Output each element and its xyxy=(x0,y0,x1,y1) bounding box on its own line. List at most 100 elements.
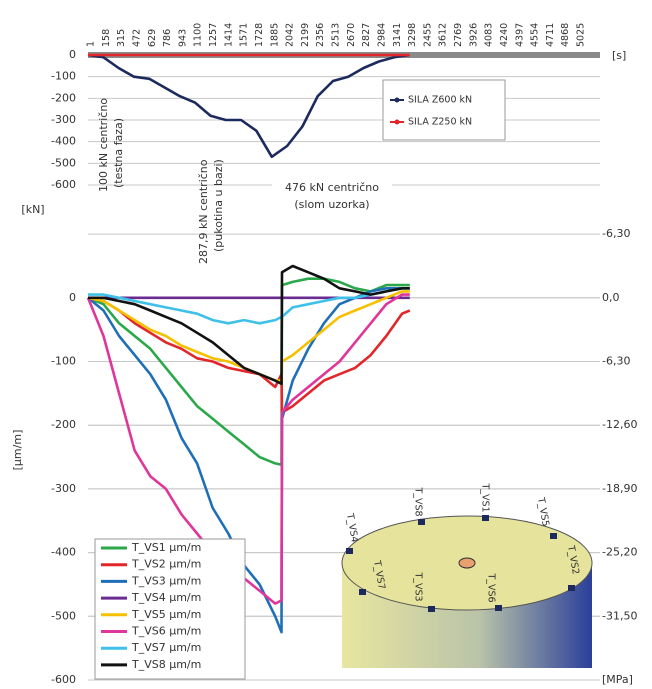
legend-label: T_VS4 μm/m xyxy=(131,591,201,604)
x-tick-label: 1100 xyxy=(193,23,204,47)
y2-tick-label: -18,90 xyxy=(602,482,637,495)
x-tick-label: 629 xyxy=(147,29,158,47)
center-mark xyxy=(458,557,476,569)
sensor-label: T_VS5 xyxy=(535,496,551,528)
annotation: (pukotina u bazi) xyxy=(212,159,225,252)
x-tick-label: 158 xyxy=(101,29,112,47)
sensor-mark xyxy=(550,533,557,539)
sensor-label: T_VS8 xyxy=(413,486,424,516)
x-tick-label: 1257 xyxy=(208,23,219,47)
y2-axis-label: [MPa] xyxy=(602,673,633,686)
y-tick-label: -400 xyxy=(51,546,76,559)
legend-label: T_VS6 μm/m xyxy=(131,625,201,638)
y2-tick-label: -6,30 xyxy=(602,355,630,368)
legend-box xyxy=(382,79,506,141)
y-axis-label: [kN] xyxy=(21,203,44,216)
x-tick-label: 2199 xyxy=(300,23,311,47)
series-line xyxy=(87,277,410,466)
legend-label: T_VS5 μm/m xyxy=(131,608,201,621)
legend-box xyxy=(94,538,246,680)
series-line xyxy=(87,296,411,414)
series-line xyxy=(86,293,410,605)
legend-label: T_VS3 μm/m xyxy=(131,574,201,587)
y2-tick-label: -6,30 xyxy=(602,227,630,240)
sensor-mark xyxy=(359,589,366,595)
y-tick-label: -100 xyxy=(51,355,76,368)
annotation: 476 kN centrično xyxy=(285,181,379,194)
x-tick-label: 2827 xyxy=(361,23,372,47)
sensor-mark xyxy=(346,548,353,554)
sensor-label: T_VS3 xyxy=(413,571,424,601)
annotation: (slom uzorka) xyxy=(294,198,369,211)
x-tick-label: 472 xyxy=(131,29,142,47)
sensor-mark xyxy=(428,606,435,612)
x-tick-label: 4083 xyxy=(484,23,495,47)
series-line xyxy=(87,53,410,159)
x-tick-label: 3612 xyxy=(438,23,449,47)
annotation: (testna faza) xyxy=(112,118,125,188)
x-tick-label: 315 xyxy=(116,29,127,47)
y-tick-label: 0 xyxy=(69,291,76,304)
x-tick-label: 1 xyxy=(86,41,97,47)
annotation: 287,9 kN centrično xyxy=(197,159,210,264)
y-tick-label: -500 xyxy=(51,156,76,169)
legend-label: SILA Z600 kN xyxy=(408,95,472,106)
x-tick-label: 2455 xyxy=(422,23,433,47)
sensor-label: T_VS4 xyxy=(344,512,360,544)
specimen-diagram: T_VS4 T_VS8 T_VS1 T_VS5 T_VS7 T_VS3 T_VS… xyxy=(341,482,593,668)
x-tick-label: 943 xyxy=(177,29,188,47)
x-tick-label: 1728 xyxy=(254,23,265,47)
y2-tick-label: -31,50 xyxy=(602,609,637,622)
x-tick-label: 4397 xyxy=(514,23,525,47)
y-tick-label: -300 xyxy=(51,482,76,495)
sensor-mark xyxy=(482,515,489,521)
y-tick-label: -400 xyxy=(51,135,76,148)
x-tick-label: 3298 xyxy=(407,23,418,47)
x-tick-label: 3141 xyxy=(392,23,403,47)
sensor-mark xyxy=(495,605,502,611)
series-line xyxy=(88,287,410,325)
x-tick-label: 4711 xyxy=(545,23,556,47)
legend-label: SILA Z250 kN xyxy=(408,117,472,128)
y2-tick-label: 0,0 xyxy=(602,291,620,304)
y-tick-label: -200 xyxy=(51,91,76,104)
y-axis-label: [µm/m] xyxy=(11,430,24,471)
y2-tick-label: -12,60 xyxy=(602,418,637,431)
sensor-label: T_VS6 xyxy=(486,572,497,602)
legend-label: T_VS8 μm/m xyxy=(131,658,201,671)
x-tick-label: 1571 xyxy=(239,23,250,47)
series-line xyxy=(88,264,410,386)
sensor-mark xyxy=(418,519,425,525)
legend-label: T_VS2 μm/m xyxy=(131,558,201,571)
y2-tick-label: -25,20 xyxy=(602,546,637,559)
y-tick-label: 0 xyxy=(69,48,76,61)
legend-marker xyxy=(394,97,400,103)
x-tick-label: 2670 xyxy=(346,23,357,47)
x-tick-label: 5025 xyxy=(576,23,587,47)
y-tick-label: -100 xyxy=(51,70,76,83)
legend-label: T_VS7 μm/m xyxy=(131,641,201,654)
y-tick-label: -600 xyxy=(51,178,76,191)
sensor-mark xyxy=(568,585,575,591)
legend: SILA Z600 kN SILA Z250 kN xyxy=(382,79,506,141)
sensor-label: T_VS7 xyxy=(371,559,387,591)
legend: T_VS1 μm/m T_VS2 μm/m T_VS3 μm/m T_VS4 μm/m… xyxy=(94,538,246,680)
x-tick-label: 2513 xyxy=(331,23,342,47)
x-tick-label: 4240 xyxy=(499,23,510,47)
sensor-label: T_VS2 xyxy=(565,544,581,576)
x-tick-label: 4868 xyxy=(560,23,571,47)
x-tick-label: 4554 xyxy=(530,23,541,47)
x-tick-label: 1414 xyxy=(223,23,234,47)
x-tick-label: 786 xyxy=(162,29,173,47)
x-tick-label: 1885 xyxy=(269,23,280,47)
y-tick-label: -600 xyxy=(51,673,76,686)
legend-marker xyxy=(394,119,400,125)
x-tick-label: 2984 xyxy=(376,23,387,47)
annotation: 100 kN centrično xyxy=(97,98,110,192)
x-tick-label: 2042 xyxy=(285,23,296,47)
y-tick-label: -200 xyxy=(51,418,76,431)
x-tick-label: 2769 xyxy=(453,23,464,47)
annotation-bg xyxy=(272,180,392,194)
legend-label: T_VS1 μm/m xyxy=(131,541,201,554)
